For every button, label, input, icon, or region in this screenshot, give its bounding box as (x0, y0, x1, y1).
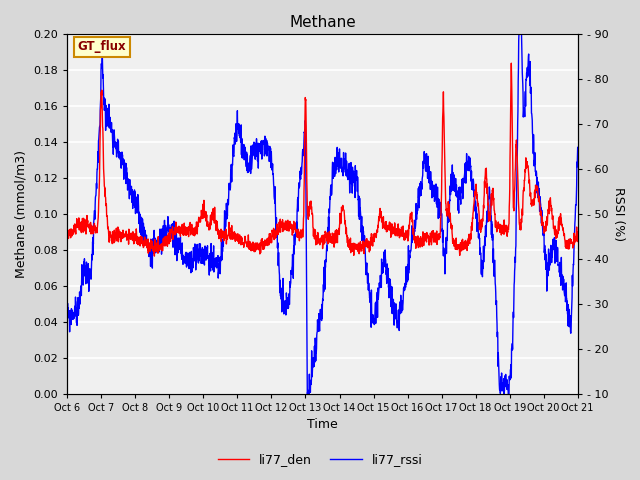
li77_rssi (303, 391, 311, 396)
li77_den (312, 242, 319, 248)
li77_rssi (298, 161, 306, 167)
Text: GT_flux: GT_flux (77, 40, 126, 53)
Line: li77_rssi: li77_rssi (67, 34, 578, 394)
li77_rssi (312, 358, 319, 364)
li77_den (465, 239, 473, 245)
li77_rssi (63, 315, 71, 321)
Line: li77_den: li77_den (67, 63, 578, 256)
li77_den (298, 229, 306, 235)
li77_rssi (465, 162, 473, 168)
li77_rssi (559, 281, 567, 287)
li77_den (508, 60, 515, 66)
li77_den (90, 228, 97, 234)
li77_rssi (559, 276, 567, 282)
li77_den (559, 228, 567, 234)
Legend: li77_den, li77_rssi: li77_den, li77_rssi (212, 448, 428, 471)
Y-axis label: Methane (mmol/m3): Methane (mmol/m3) (15, 150, 28, 278)
Y-axis label: RSSI (%): RSSI (%) (612, 187, 625, 241)
li77_den (559, 225, 567, 231)
li77_rssi (515, 31, 523, 37)
X-axis label: Time: Time (307, 419, 338, 432)
Title: Methane: Methane (289, 15, 356, 30)
li77_den (63, 237, 71, 243)
li77_den (150, 253, 158, 259)
li77_rssi (90, 241, 97, 247)
li77_den (574, 239, 582, 244)
li77_rssi (574, 144, 582, 150)
